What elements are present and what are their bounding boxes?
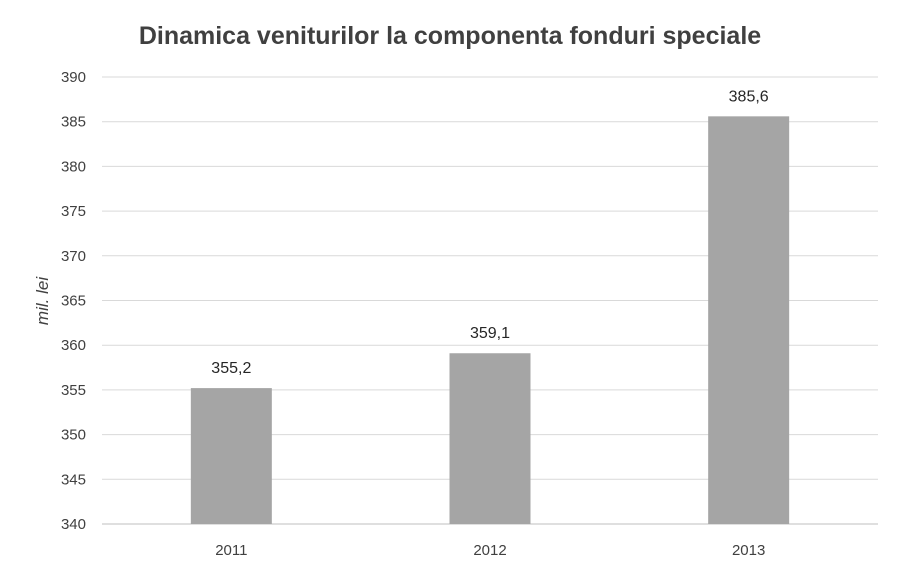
data-labels: 355,2 359,1 385,6 xyxy=(211,88,768,377)
y-tick-label-355: 355 xyxy=(61,382,86,399)
x-tick-label-2011: 2011 xyxy=(215,542,247,559)
x-axis-ticks: 2011 2012 2013 xyxy=(215,542,765,559)
y-tick-label-345: 345 xyxy=(61,471,86,488)
bars xyxy=(190,116,790,524)
x-tick-label-2013: 2013 xyxy=(732,542,765,559)
x-tick-label-2012: 2012 xyxy=(473,542,506,559)
y-tick-label-380: 380 xyxy=(61,158,86,175)
bar-2011 xyxy=(190,388,272,524)
y-tick-label-375: 375 xyxy=(61,203,86,220)
y-tick-label-360: 360 xyxy=(61,337,86,354)
y-tick-label-370: 370 xyxy=(61,248,86,265)
y-axis-title: mil. lei xyxy=(33,276,52,325)
y-tick-label-390: 390 xyxy=(61,69,86,86)
y-tick-label-365: 365 xyxy=(61,293,86,310)
y-tick-label-385: 385 xyxy=(61,114,86,131)
bar-2013 xyxy=(708,116,790,524)
data-label-2013: 385,6 xyxy=(729,88,769,105)
chart-title: Dinamica veniturilor la componenta fondu… xyxy=(139,22,761,50)
data-label-2011: 355,2 xyxy=(211,360,251,377)
data-label-2012: 359,1 xyxy=(470,325,510,342)
y-tick-label-350: 350 xyxy=(61,427,86,444)
y-axis-ticks: 340 345 350 355 360 365 370 375 380 385 390 xyxy=(61,69,86,533)
y-tick-label-340: 340 xyxy=(61,516,86,533)
bar-2012 xyxy=(449,353,531,524)
